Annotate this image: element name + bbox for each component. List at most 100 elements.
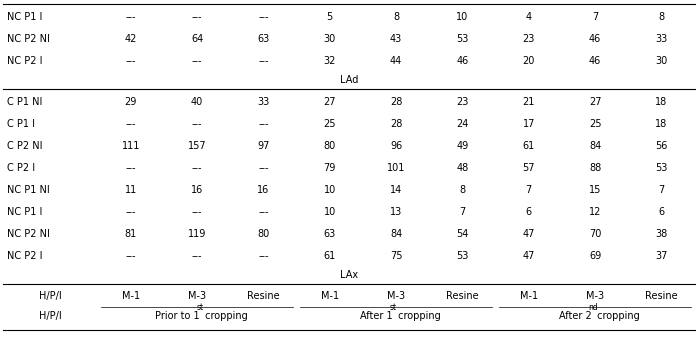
Text: Resine: Resine xyxy=(247,291,280,301)
Text: st: st xyxy=(389,303,396,312)
Text: 53: 53 xyxy=(456,251,468,261)
Text: 10: 10 xyxy=(324,207,336,217)
Text: ---: --- xyxy=(192,163,202,173)
Text: 32: 32 xyxy=(324,56,336,66)
Text: 14: 14 xyxy=(390,185,402,195)
Text: After 2: After 2 xyxy=(559,311,592,321)
Text: NC P2 NI: NC P2 NI xyxy=(7,34,50,44)
Text: M-3: M-3 xyxy=(188,291,206,301)
Text: 8: 8 xyxy=(658,12,664,22)
Text: ---: --- xyxy=(192,56,202,66)
Text: ---: --- xyxy=(126,251,136,261)
Text: Prior to 1: Prior to 1 xyxy=(155,311,200,321)
Text: LAx: LAx xyxy=(340,270,358,280)
Text: 46: 46 xyxy=(456,56,468,66)
Text: ---: --- xyxy=(258,207,269,217)
Text: 97: 97 xyxy=(258,141,269,151)
Text: 47: 47 xyxy=(523,251,535,261)
Text: 56: 56 xyxy=(655,141,667,151)
Text: C P1 I: C P1 I xyxy=(7,119,35,129)
Text: M-1: M-1 xyxy=(520,291,537,301)
Text: ---: --- xyxy=(126,163,136,173)
Text: H/P/I: H/P/I xyxy=(39,311,62,321)
Text: 18: 18 xyxy=(655,119,667,129)
Text: 80: 80 xyxy=(258,229,269,239)
Text: 44: 44 xyxy=(390,56,402,66)
Text: 27: 27 xyxy=(324,97,336,107)
Text: cropping: cropping xyxy=(593,311,639,321)
Text: 10: 10 xyxy=(324,185,336,195)
Text: 33: 33 xyxy=(655,34,667,44)
Text: ---: --- xyxy=(258,119,269,129)
Text: ---: --- xyxy=(126,207,136,217)
Text: 8: 8 xyxy=(459,185,466,195)
Text: ---: --- xyxy=(258,56,269,66)
Text: 15: 15 xyxy=(589,185,601,195)
Text: 23: 23 xyxy=(456,97,468,107)
Text: 63: 63 xyxy=(258,34,269,44)
Text: 21: 21 xyxy=(523,97,535,107)
Text: ---: --- xyxy=(192,207,202,217)
Text: NC P2 I: NC P2 I xyxy=(7,56,43,66)
Text: 88: 88 xyxy=(589,163,601,173)
Text: 13: 13 xyxy=(390,207,402,217)
Text: 46: 46 xyxy=(589,34,601,44)
Text: 49: 49 xyxy=(456,141,468,151)
Text: 24: 24 xyxy=(456,119,468,129)
Text: M-3: M-3 xyxy=(586,291,604,301)
Text: nd: nd xyxy=(588,303,598,312)
Text: 25: 25 xyxy=(589,119,601,129)
Text: 53: 53 xyxy=(655,163,667,173)
Text: ---: --- xyxy=(258,163,269,173)
Text: H/P/I: H/P/I xyxy=(39,291,62,301)
Text: 6: 6 xyxy=(526,207,532,217)
Text: 7: 7 xyxy=(459,207,466,217)
Text: 57: 57 xyxy=(523,163,535,173)
Text: 79: 79 xyxy=(324,163,336,173)
Text: cropping: cropping xyxy=(202,311,248,321)
Text: 23: 23 xyxy=(523,34,535,44)
Text: NC P1 I: NC P1 I xyxy=(7,207,43,217)
Text: ---: --- xyxy=(258,251,269,261)
Text: 157: 157 xyxy=(188,141,207,151)
Text: ---: --- xyxy=(192,12,202,22)
Text: 53: 53 xyxy=(456,34,468,44)
Text: ---: --- xyxy=(126,12,136,22)
Text: M-1: M-1 xyxy=(122,291,140,301)
Text: 7: 7 xyxy=(526,185,532,195)
Text: Resine: Resine xyxy=(645,291,678,301)
Text: 16: 16 xyxy=(191,185,203,195)
Text: NC P1 I: NC P1 I xyxy=(7,12,43,22)
Text: 101: 101 xyxy=(387,163,406,173)
Text: 40: 40 xyxy=(191,97,203,107)
Text: 28: 28 xyxy=(390,119,402,129)
Text: NC P1 NI: NC P1 NI xyxy=(7,185,50,195)
Text: 4: 4 xyxy=(526,12,532,22)
Text: 111: 111 xyxy=(121,141,140,151)
Text: 96: 96 xyxy=(390,141,402,151)
Text: 25: 25 xyxy=(324,119,336,129)
Text: ---: --- xyxy=(192,119,202,129)
Text: 64: 64 xyxy=(191,34,203,44)
Text: 20: 20 xyxy=(523,56,535,66)
Text: 61: 61 xyxy=(523,141,535,151)
Text: 17: 17 xyxy=(523,119,535,129)
Text: st: st xyxy=(197,303,204,312)
Text: NC P2 NI: NC P2 NI xyxy=(7,229,50,239)
Text: 28: 28 xyxy=(390,97,402,107)
Text: 33: 33 xyxy=(258,97,269,107)
Text: After 1: After 1 xyxy=(360,311,392,321)
Text: 54: 54 xyxy=(456,229,468,239)
Text: 11: 11 xyxy=(125,185,137,195)
Text: NC P2 I: NC P2 I xyxy=(7,251,43,261)
Text: 37: 37 xyxy=(655,251,667,261)
Text: 27: 27 xyxy=(589,97,601,107)
Text: 84: 84 xyxy=(589,141,601,151)
Text: 75: 75 xyxy=(390,251,402,261)
Text: ---: --- xyxy=(192,251,202,261)
Text: 46: 46 xyxy=(589,56,601,66)
Text: 38: 38 xyxy=(655,229,667,239)
Text: 7: 7 xyxy=(658,185,664,195)
Text: 8: 8 xyxy=(393,12,399,22)
Text: 16: 16 xyxy=(258,185,269,195)
